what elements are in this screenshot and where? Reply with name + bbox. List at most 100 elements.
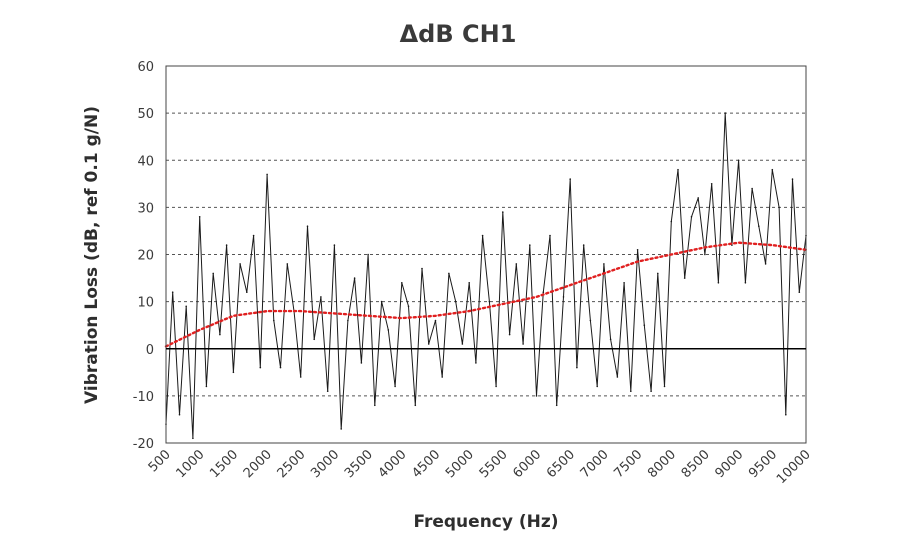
y-tick-label: 30	[137, 201, 154, 216]
data-point	[185, 305, 187, 308]
data-point	[683, 277, 686, 279]
data-point	[623, 282, 625, 284]
data-point	[468, 282, 471, 284]
data-point	[582, 244, 585, 246]
data-point	[252, 234, 255, 237]
data-point	[273, 319, 275, 322]
data-point	[414, 404, 417, 407]
data-point	[771, 168, 774, 171]
data-point	[663, 385, 666, 388]
data-point	[259, 366, 262, 369]
data-point	[380, 300, 383, 303]
data-point	[522, 343, 524, 345]
data-point	[232, 371, 235, 374]
axes	[165, 65, 807, 444]
y-axis-title: Vibration Loss (dB, ref 0.1 g/N)	[82, 106, 102, 404]
data-point	[508, 333, 511, 336]
data-point	[427, 343, 430, 345]
data-point	[320, 296, 322, 298]
data-point	[710, 183, 713, 185]
data-point	[657, 272, 659, 275]
data-point	[650, 390, 652, 393]
x-tick-label: 1500	[207, 447, 241, 481]
series-layer	[164, 112, 808, 440]
data-point	[246, 291, 248, 294]
data-point	[387, 329, 390, 331]
data-point	[704, 253, 706, 256]
data-point	[589, 319, 592, 322]
data-point	[670, 220, 673, 223]
data-point	[609, 338, 612, 341]
x-tick-label: 2500	[275, 447, 309, 481]
x-tick-label: 9000	[712, 447, 746, 481]
series-line-vibration-loss	[165, 112, 807, 439]
data-point	[192, 437, 194, 440]
data-point	[333, 244, 336, 246]
data-point	[171, 291, 174, 294]
data-point	[555, 404, 558, 407]
x-tick-label: 5000	[443, 447, 477, 481]
y-tick-label: 0	[146, 343, 154, 358]
data-point	[441, 376, 444, 378]
data-point	[616, 376, 619, 378]
y-tick-labels: 60 50 40 30 20 10 0 -10 -20	[133, 60, 154, 452]
data-point	[502, 211, 504, 213]
data-point	[360, 362, 363, 364]
chart-title: ΔdB CH1	[400, 20, 517, 48]
data-point	[286, 263, 289, 265]
data-point	[461, 343, 464, 345]
data-point	[785, 413, 787, 416]
data-point	[576, 366, 578, 369]
data-point	[535, 395, 538, 397]
data-point	[495, 385, 497, 388]
data-point	[603, 263, 605, 265]
data-point	[266, 173, 268, 176]
series-line-trend	[164, 241, 808, 348]
data-point	[515, 263, 518, 265]
data-point	[697, 197, 699, 199]
x-tick-label: 10000	[774, 447, 814, 487]
data-point	[724, 112, 726, 114]
data-point	[313, 338, 316, 341]
data-point	[630, 390, 632, 393]
data-point	[764, 263, 767, 265]
data-point	[798, 291, 801, 294]
data-point	[401, 282, 403, 284]
data-point	[347, 319, 349, 322]
data-point	[791, 178, 794, 180]
x-tick-label: 6500	[544, 447, 578, 481]
data-point	[569, 178, 571, 180]
data-point	[488, 300, 491, 303]
data-point	[239, 263, 241, 265]
gridlines	[166, 112, 806, 397]
data-point	[677, 168, 679, 171]
data-point	[374, 404, 376, 407]
data-point	[367, 253, 369, 256]
data-point	[542, 291, 545, 294]
y-tick-label: 10	[137, 296, 154, 311]
data-point	[778, 206, 780, 209]
data-point	[212, 272, 214, 275]
data-point	[198, 216, 201, 218]
x-tick-label: 1000	[174, 447, 208, 481]
data-point	[205, 385, 208, 388]
data-point	[299, 376, 302, 378]
data-point	[744, 282, 747, 284]
data-point	[353, 277, 356, 279]
x-tick-label: 3500	[342, 447, 376, 481]
data-point	[454, 300, 457, 303]
x-tick-label: 4000	[376, 447, 410, 481]
data-point	[636, 249, 639, 251]
data-point	[326, 390, 329, 393]
plot-frame	[165, 65, 807, 444]
data-point	[758, 225, 760, 227]
data-point	[407, 305, 410, 308]
data-point	[562, 296, 565, 298]
y-tick-label: 40	[137, 154, 154, 169]
data-point	[219, 333, 221, 336]
y-tick-label: -20	[133, 437, 154, 452]
data-point	[643, 324, 646, 327]
y-tick-label: -10	[133, 390, 154, 405]
data-point	[481, 234, 484, 237]
